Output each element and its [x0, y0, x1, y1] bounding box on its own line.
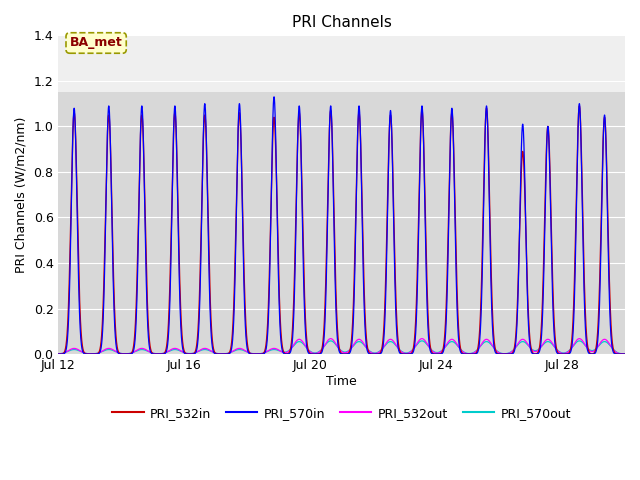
PRI_570in [502, 351, 509, 357]
PRI_570in [270, 94, 278, 100]
Line: PRI_532in: PRI_532in [58, 106, 625, 354]
PRI_532out [206, 348, 214, 353]
PRI_532in [612, 351, 620, 357]
PRI_532in [206, 288, 214, 293]
PRI_532in [410, 346, 417, 352]
PRI_570out [575, 338, 583, 344]
PRI_570in [612, 351, 620, 357]
Line: PRI_570in: PRI_570in [58, 97, 625, 354]
PRI_532out [401, 350, 409, 356]
PRI_570out [502, 351, 509, 357]
Text: BA_met: BA_met [70, 36, 122, 49]
PRI_532out [621, 351, 629, 357]
Title: PRI Channels: PRI Channels [292, 15, 392, 30]
PRI_570in [87, 351, 95, 357]
PRI_570in [621, 351, 629, 357]
PRI_570out [87, 351, 95, 357]
PRI_570in [401, 351, 409, 357]
Bar [58, 12, 625, 92]
PRI_532in [621, 351, 629, 357]
PRI_570out [401, 350, 409, 356]
PRI_532in [575, 103, 583, 109]
PRI_570out [612, 348, 620, 354]
PRI_570out [54, 351, 62, 357]
PRI_532in [54, 351, 62, 357]
PRI_532out [54, 351, 62, 357]
Line: PRI_532out: PRI_532out [58, 338, 625, 354]
PRI_570out [206, 348, 214, 354]
PRI_532out [410, 347, 417, 352]
Line: PRI_570out: PRI_570out [58, 341, 625, 354]
PRI_532out [87, 351, 95, 357]
X-axis label: Time: Time [326, 375, 357, 388]
PRI_570in [54, 351, 62, 357]
Legend: PRI_532in, PRI_570in, PRI_532out, PRI_570out: PRI_532in, PRI_570in, PRI_532out, PRI_57… [108, 402, 576, 425]
PRI_532out [612, 349, 620, 355]
PRI_532in [401, 351, 409, 357]
PRI_570out [621, 351, 629, 357]
PRI_532out [575, 336, 583, 341]
PRI_570in [410, 349, 417, 355]
Y-axis label: PRI Channels (W/m2/nm): PRI Channels (W/m2/nm) [15, 117, 28, 273]
PRI_532in [502, 351, 509, 357]
PRI_570out [410, 346, 417, 352]
PRI_532in [87, 351, 95, 357]
PRI_570in [206, 302, 214, 308]
PRI_532out [502, 351, 509, 357]
